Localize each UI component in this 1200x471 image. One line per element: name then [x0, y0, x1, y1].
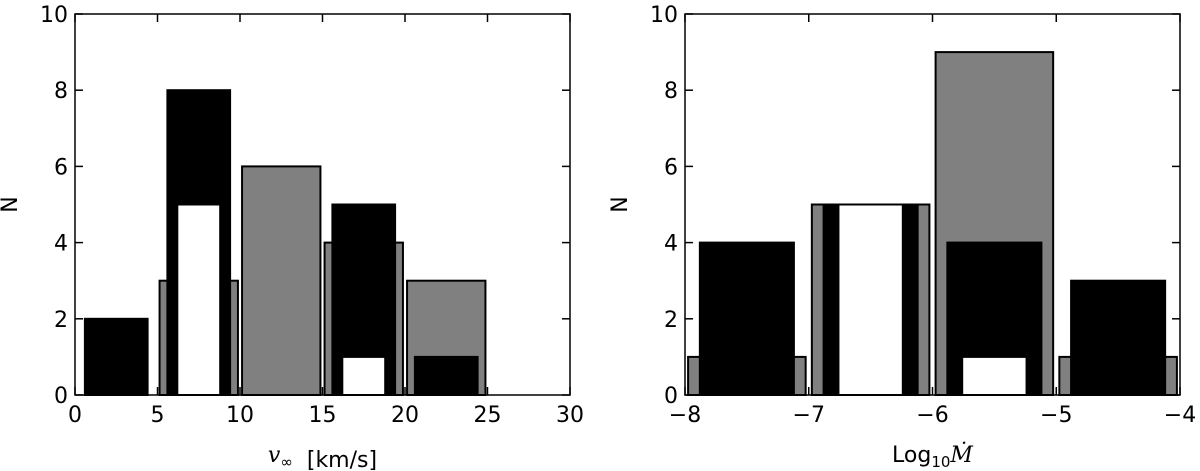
x-axis-label: Log10Ṁ — [892, 441, 973, 471]
histogram-bar — [241, 165, 322, 396]
x-tick-label: 20 — [391, 403, 419, 428]
x-tick-label: −7 — [793, 403, 825, 428]
x-axis-label-part: ∞ — [280, 453, 293, 471]
y-tick-label: 0 — [54, 384, 68, 409]
x-tick-label: 0 — [68, 403, 82, 428]
histogram-bar — [837, 203, 904, 396]
histogram-bar — [341, 355, 387, 396]
y-tick-label: 4 — [664, 232, 678, 257]
y-tick-label: 8 — [664, 79, 678, 104]
y-tick-label: 2 — [664, 308, 678, 333]
histogram-bar — [413, 355, 479, 396]
x-axis-label-part: 10 — [931, 453, 950, 471]
y-axis-label: N — [0, 196, 23, 212]
y-tick-label: 10 — [650, 3, 678, 28]
y-tick-label: 10 — [40, 3, 68, 28]
y-tick-label: 8 — [54, 79, 68, 104]
y-axis-label: N — [608, 196, 633, 212]
x-tick-label: 10 — [226, 403, 254, 428]
x-tick-label: −8 — [669, 403, 701, 428]
x-axis-label-part: v — [268, 443, 281, 468]
histogram-bar — [1070, 279, 1167, 397]
y-tick-label: 4 — [54, 232, 68, 257]
x-tick-label: −5 — [1040, 403, 1072, 428]
x-axis-label-part: Ṁ — [949, 441, 973, 468]
x-tick-label: 15 — [309, 403, 337, 428]
x-axis-label-part: Log — [892, 443, 931, 468]
x-tick-label: −4 — [1164, 403, 1196, 428]
y-tick-label: 2 — [54, 308, 68, 333]
histogram-bar — [83, 317, 149, 396]
y-tick-label: 6 — [54, 155, 68, 180]
x-tick-label: 25 — [474, 403, 502, 428]
histogram-bar — [698, 241, 795, 396]
y-tick-label: 0 — [664, 384, 678, 409]
histogram-bar — [961, 355, 1028, 396]
x-tick-label: 5 — [151, 403, 165, 428]
x-axis-label: v∞ [km/s] — [268, 443, 377, 471]
x-tick-label: −6 — [916, 403, 948, 428]
x-axis-label-part: [km/s] — [307, 448, 377, 471]
histogram-bar — [176, 203, 222, 396]
x-tick-label: 30 — [556, 403, 584, 428]
axes-frame — [74, 13, 571, 396]
y-tick-label: 6 — [664, 155, 678, 180]
